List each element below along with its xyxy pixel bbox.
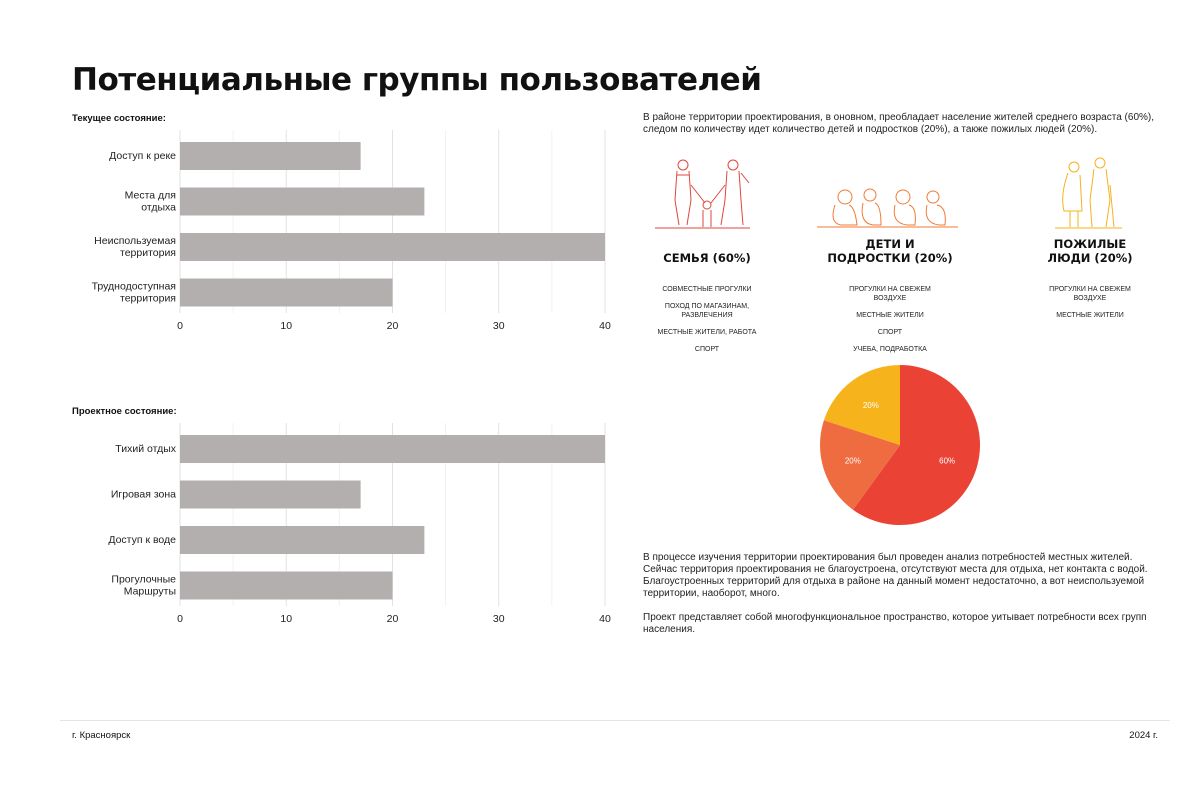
group-title: СЕМЬЯ (60%) [663, 251, 751, 265]
pie-slice [820, 420, 900, 510]
category-label: Тихий отдых [115, 443, 176, 455]
bar [180, 142, 361, 170]
pie-label: 20% [863, 401, 879, 410]
group-item: Местные жители [1056, 312, 1124, 319]
group-item: Спорт [877, 329, 903, 336]
footer-divider [60, 720, 1170, 721]
conclusion-p3: Проект представляет собой многофункциона… [643, 612, 1147, 635]
group-title: ПОЖИЛЫЕ ЛЮДИ (20%) [1047, 237, 1133, 265]
tick-label: 20 [387, 613, 399, 625]
group-title: ДЕТИ И ПОДРОСТКИ (20%) [827, 237, 953, 265]
family-illustration-icon [655, 159, 750, 229]
chart2-title: Проектное состояние: [72, 406, 177, 417]
group-item: Местные жители, работа [657, 329, 757, 336]
bar [180, 278, 393, 307]
group-elderly: ПОЖИЛЫЕ ЛЮДИ (20%) Прогулки на свежем во… [1005, 237, 1175, 328]
tick-label: 10 [280, 320, 292, 332]
tick-label: 30 [493, 613, 505, 625]
pie-slice [823, 365, 900, 445]
tick-label: 40 [599, 320, 611, 332]
bar [180, 526, 425, 554]
tick-label: 0 [177, 320, 183, 332]
group-item: Поход по магазинам, развлечения [664, 303, 750, 319]
group-kids: ДЕТИ И ПОДРОСТКИ (20%) Прогулки на свеже… [805, 237, 975, 362]
tick-label: 30 [493, 320, 505, 332]
page-title: Потенциальные группы пользователей [72, 62, 762, 98]
category-label: отдыха [141, 202, 176, 214]
pie-slice [852, 365, 980, 525]
elderly-illustration-icon [1055, 157, 1122, 229]
tick-label: 40 [599, 613, 611, 625]
bar [180, 435, 605, 463]
bar [180, 233, 605, 261]
category-label: территория [120, 247, 176, 259]
category-label: территория [120, 293, 176, 305]
tick-label: 20 [387, 320, 399, 332]
conclusion-p1: В процессе изучения территории проектиро… [643, 552, 1133, 563]
bar [180, 187, 425, 216]
category-label: Доступ к реке [109, 150, 176, 162]
category-label: Маршруты [124, 586, 176, 598]
category-label: Места для [125, 190, 176, 202]
intro-text: В районе территории проектирования, в он… [643, 112, 1155, 135]
tick-label: 0 [177, 613, 183, 625]
group-item: Совместные прогулки [662, 286, 752, 293]
category-label: Неиспользуемая [94, 235, 176, 247]
pie-chart: 60% 20% 20% [820, 365, 980, 525]
conclusion-p2: Сейчас территория проектирования не благ… [643, 564, 1148, 599]
kids-illustration-icon [817, 188, 958, 228]
group-item: Прогулки на свежем воздухе [1049, 286, 1131, 302]
pie-label: 60% [939, 456, 955, 465]
tick-label: 10 [280, 613, 292, 625]
group-item: Прогулки на свежем воздухе [849, 286, 931, 302]
pie-label: 20% [845, 456, 861, 465]
footer-year: 2024 г. [1129, 730, 1158, 741]
group-item: Спорт [694, 346, 720, 353]
chart1-title: Текущее состояние: [72, 113, 166, 124]
category-label: Прогулочные [111, 574, 176, 586]
category-label: Игровая зона [111, 489, 176, 501]
bar-chart-project: Тихий отдых Игровая зона Доступ к воде Прог… [108, 423, 611, 625]
conclusion: В процессе изучения территории проектиро… [643, 552, 1163, 636]
group-family: СЕМЬЯ (60%) Совместные прогулки Поход по… [622, 237, 792, 362]
category-label: Доступ к воде [108, 534, 176, 546]
group-item: Местные жители [856, 312, 924, 319]
bar [180, 571, 393, 600]
bar [180, 480, 361, 509]
footer-city: г. Красноярск [72, 730, 131, 741]
group-item: Учеба, подработка [853, 346, 927, 353]
category-label: Труднодоступная [92, 281, 176, 293]
